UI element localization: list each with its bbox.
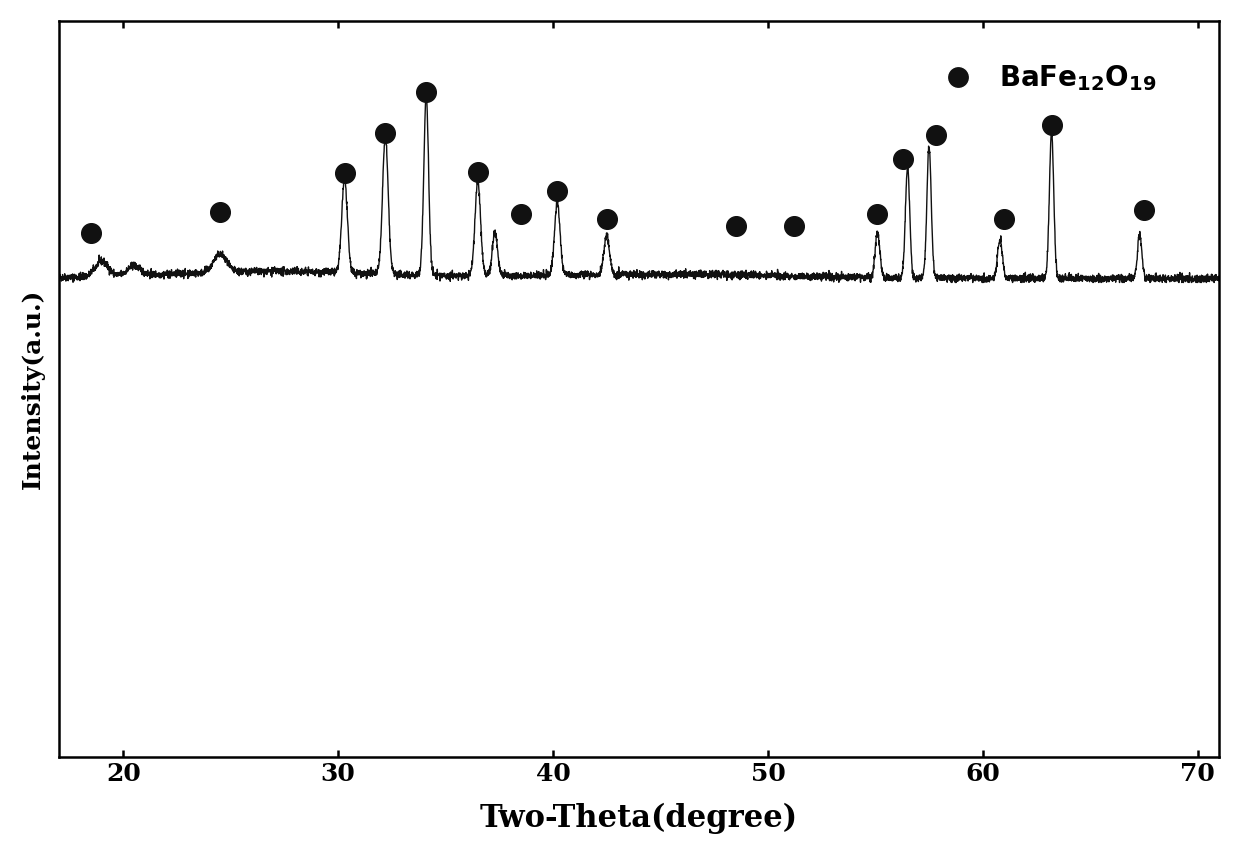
Point — [725, 219, 745, 233]
Point — [81, 226, 100, 239]
Point — [1135, 203, 1154, 217]
Point — [868, 208, 888, 221]
Point — [547, 184, 567, 198]
Point — [596, 213, 616, 227]
X-axis label: Two-Theta(degree): Two-Theta(degree) — [480, 803, 799, 834]
Y-axis label: Intensity(a.u.): Intensity(a.u.) — [21, 289, 45, 489]
Point — [994, 213, 1014, 227]
Point — [1042, 118, 1061, 132]
Point — [210, 204, 229, 218]
Point — [893, 152, 913, 166]
Point — [511, 208, 531, 221]
Point — [376, 126, 396, 139]
Point — [925, 128, 945, 142]
Legend: $\mathbf{BaFe_{12}O_{19}}$: $\mathbf{BaFe_{12}O_{19}}$ — [916, 50, 1171, 107]
Point — [335, 167, 355, 180]
Point — [467, 165, 487, 179]
Point — [417, 85, 436, 98]
Point — [784, 219, 804, 233]
